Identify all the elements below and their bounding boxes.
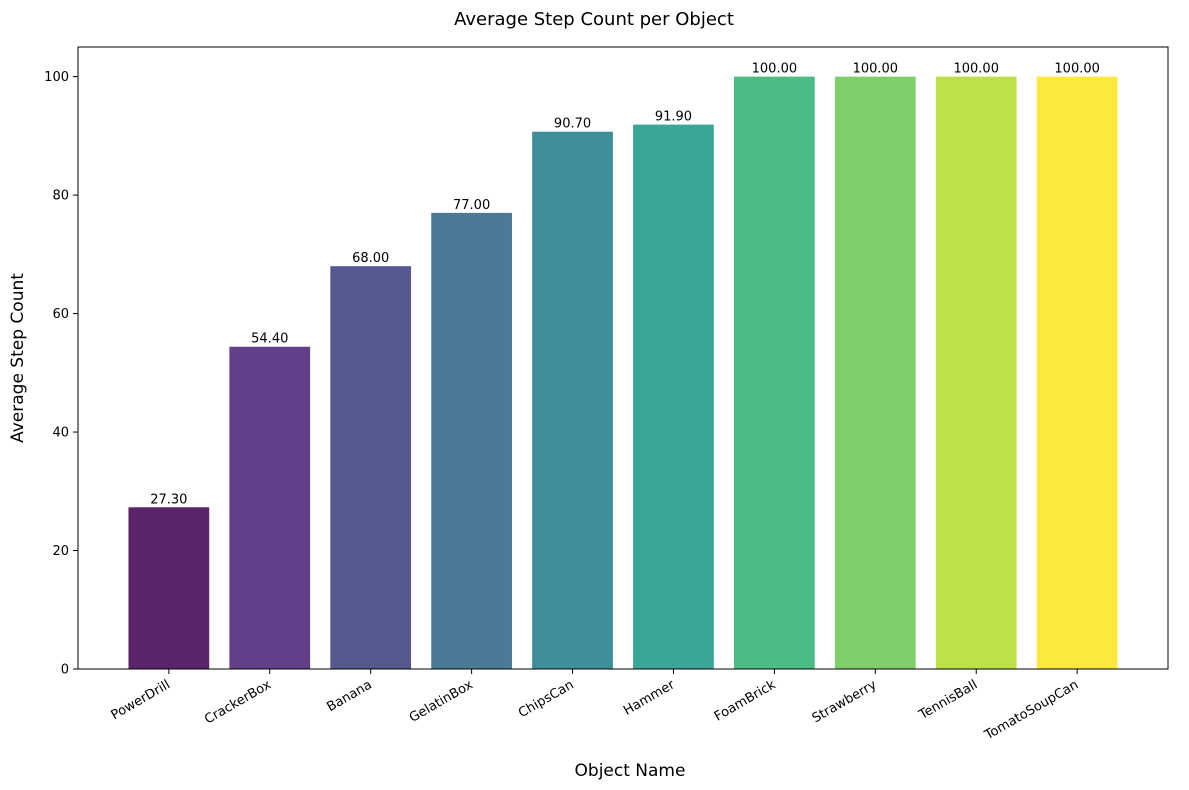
bar-strawberry [834,76,916,670]
x-tick-label-crackerbox: CrackerBox [202,677,274,727]
value-label-crackerbox: 54.40 [251,332,288,347]
bar-foambrick [734,76,815,670]
value-labels-group: 27.30 54.40 68.00 77.00 90.70 91.90 100.00 100.… [150,62,1100,508]
x-axis: PowerDrill CrackerBox Banana GelatinBox Chip… [109,669,1082,744]
y-tick-label-20: 20 [52,544,69,559]
x-tick-label-tomatosoupcan: TomatoSoupCan [982,677,1082,743]
bar-powerdrill [128,507,210,669]
value-label-tennisball: 100.00 [953,62,999,77]
x-tick-label-powerdrill: PowerDrill [109,677,173,723]
value-label-chipscan: 90.70 [554,117,591,132]
x-tick-label-hammer: Hammer [621,677,678,719]
plot-frame [77,46,1169,670]
y-tick-label-0: 0 [61,663,69,678]
y-axis-label: Average Step Count [8,273,28,443]
y-tick-label-80: 80 [52,189,69,204]
x-tick-label-foambrick: FoamBrick [712,677,779,724]
value-label-banana: 68.00 [352,251,389,266]
value-label-foambrick: 100.00 [752,62,798,77]
bars-group [128,76,1118,670]
y-tick-label-60: 60 [52,307,69,322]
value-label-strawberry: 100.00 [853,62,899,77]
x-tick-label-chipscan: ChipsCan [516,677,577,721]
y-tick-label-100: 100 [44,70,69,85]
bar-crackerbox [229,346,311,669]
x-axis-label: Object Name [575,761,686,781]
x-tick-label-banana: Banana [324,677,374,715]
x-tick-label-tennisball: TennisBall [916,677,980,723]
x-tick-label-gelatinbox: GelatinBox [407,677,476,726]
bar-chipscan [532,131,613,670]
y-tick-label-40: 40 [52,426,69,441]
bar-tomatosoupcan [1036,76,1118,670]
bar-tennisball [935,76,1017,670]
value-label-gelatinbox: 77.00 [453,198,490,213]
bar-hammer [633,124,714,669]
y-axis: 0 20 40 60 80 100 [44,70,78,678]
chart-title: Average Step Count per Object [454,9,734,30]
value-label-tomatosoupcan: 100.00 [1054,62,1100,77]
bar-banana [330,266,412,669]
x-tick-label-strawberry: Strawberry [810,677,880,726]
value-label-hammer: 91.90 [655,110,692,125]
value-label-powerdrill: 27.30 [150,492,187,507]
bar-gelatinbox [431,212,512,669]
